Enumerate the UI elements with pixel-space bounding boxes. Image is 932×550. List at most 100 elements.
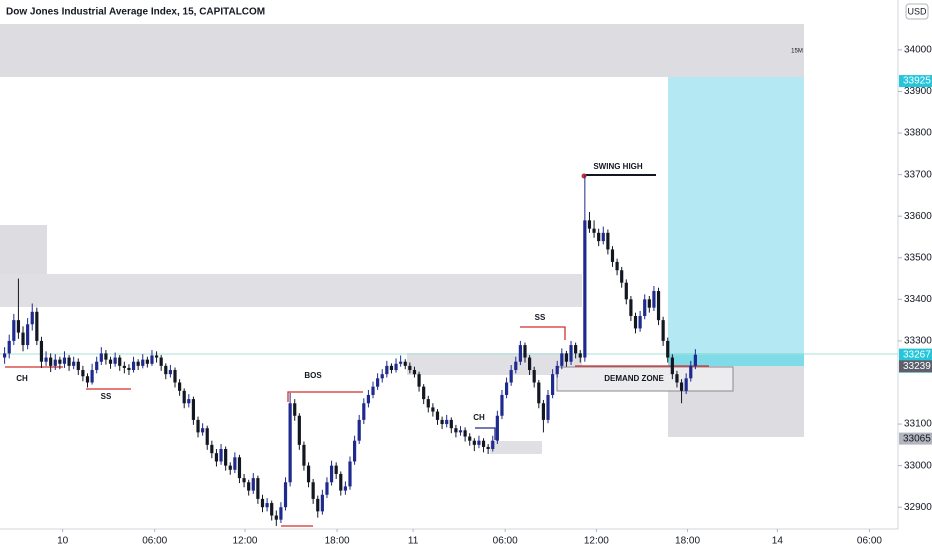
demand-zone [556, 366, 734, 392]
candle-body [67, 357, 71, 366]
candle-body [352, 440, 357, 462]
candle-body [145, 359, 149, 364]
candle-body [131, 361, 136, 371]
candle-body [72, 361, 76, 366]
bos-line [287, 391, 363, 402]
x-tick-label: 12:00 [232, 536, 257, 547]
candle-body [187, 399, 191, 404]
candle-body [357, 419, 361, 441]
candle-body [191, 399, 196, 420]
candle-body [675, 374, 679, 383]
candle-body [693, 354, 697, 366]
candle-body [454, 428, 458, 433]
candle-body [228, 465, 232, 470]
y-tick-label: 33600 [904, 211, 932, 222]
annotation: CH [16, 374, 28, 383]
candle-body [468, 436, 472, 441]
candle-body [435, 411, 440, 420]
candle-body [343, 486, 347, 491]
x-tick-label: 06:00 [857, 536, 882, 547]
candle-body [463, 430, 467, 437]
candle-body [329, 465, 334, 483]
candle-body [371, 386, 375, 395]
candle-body [366, 394, 371, 404]
y-tick-label: 33000 [904, 460, 932, 471]
y-tick-label: 33900 [904, 86, 932, 97]
candle-body [242, 478, 246, 483]
candle-body [21, 332, 25, 346]
candle-body [486, 446, 490, 450]
y-tick-label: 33400 [904, 294, 932, 305]
candle-body [81, 370, 85, 377]
candle-body [656, 291, 661, 321]
candle-body [201, 428, 205, 433]
candle-body [320, 494, 324, 512]
candle-body [633, 315, 638, 329]
candle-body [85, 376, 90, 383]
candle-body [477, 440, 481, 445]
candle-body [76, 361, 80, 371]
ss-line [520, 326, 566, 340]
candle-body [652, 291, 656, 308]
candle-body [293, 403, 297, 416]
zone [407, 353, 582, 375]
y-tick-label: 33800 [904, 128, 932, 139]
candle-body [12, 320, 16, 341]
candle-body [555, 365, 559, 375]
price-tag [899, 75, 932, 88]
currency-button[interactable] [905, 3, 929, 20]
x-tick-label: 12:00 [584, 536, 609, 547]
candle-body [560, 353, 564, 366]
candle-body [274, 515, 278, 520]
candle-body [592, 228, 596, 233]
candle-body [532, 370, 536, 383]
candle-body [127, 367, 131, 371]
candle-body [237, 457, 242, 479]
candle-body [624, 282, 628, 300]
candle-body [182, 390, 186, 404]
candle-body [587, 220, 592, 229]
candle-body [527, 357, 532, 371]
candle-body [159, 357, 163, 366]
candle-body [684, 378, 688, 391]
candle-body [210, 444, 214, 454]
y-tick-label: 33500 [904, 252, 932, 263]
y-tick-label: 33300 [904, 336, 932, 347]
candle-body [426, 399, 430, 408]
candle-body [95, 361, 99, 371]
candle-body [500, 394, 504, 416]
x-tick-label: 06:00 [493, 536, 518, 547]
candle-body [154, 355, 159, 358]
candle-body [288, 403, 292, 483]
candle-body [638, 315, 642, 329]
candle-body [302, 444, 306, 466]
candle-body [113, 357, 117, 364]
y-tick-label: 34000 [904, 45, 932, 56]
candle-body [629, 299, 633, 316]
price-axis [898, 0, 932, 550]
candle-body [49, 357, 53, 366]
candle-body [362, 403, 366, 420]
candle-body [578, 353, 582, 358]
x-tick-label: 10 [57, 536, 69, 547]
annotation: 15M [791, 49, 803, 55]
candle-body [118, 357, 122, 366]
annotation: SS [101, 392, 112, 401]
candle-body [385, 365, 389, 375]
annotation: SWING HIGH [593, 162, 643, 171]
candle-body [214, 453, 219, 462]
candle-body [551, 374, 555, 395]
x-tick-label: 18:00 [325, 536, 350, 547]
candle-body [615, 261, 619, 271]
candle-body [233, 457, 237, 470]
candle-body [412, 370, 417, 375]
candle-body [316, 498, 320, 512]
zone [0, 225, 47, 282]
candle-body [178, 382, 182, 391]
candle-body [670, 357, 674, 375]
candle-body [16, 320, 21, 333]
candle-body [99, 353, 103, 362]
x-tick-label: 18:00 [675, 536, 700, 547]
candle-body [408, 365, 412, 371]
candle-body [348, 461, 352, 487]
